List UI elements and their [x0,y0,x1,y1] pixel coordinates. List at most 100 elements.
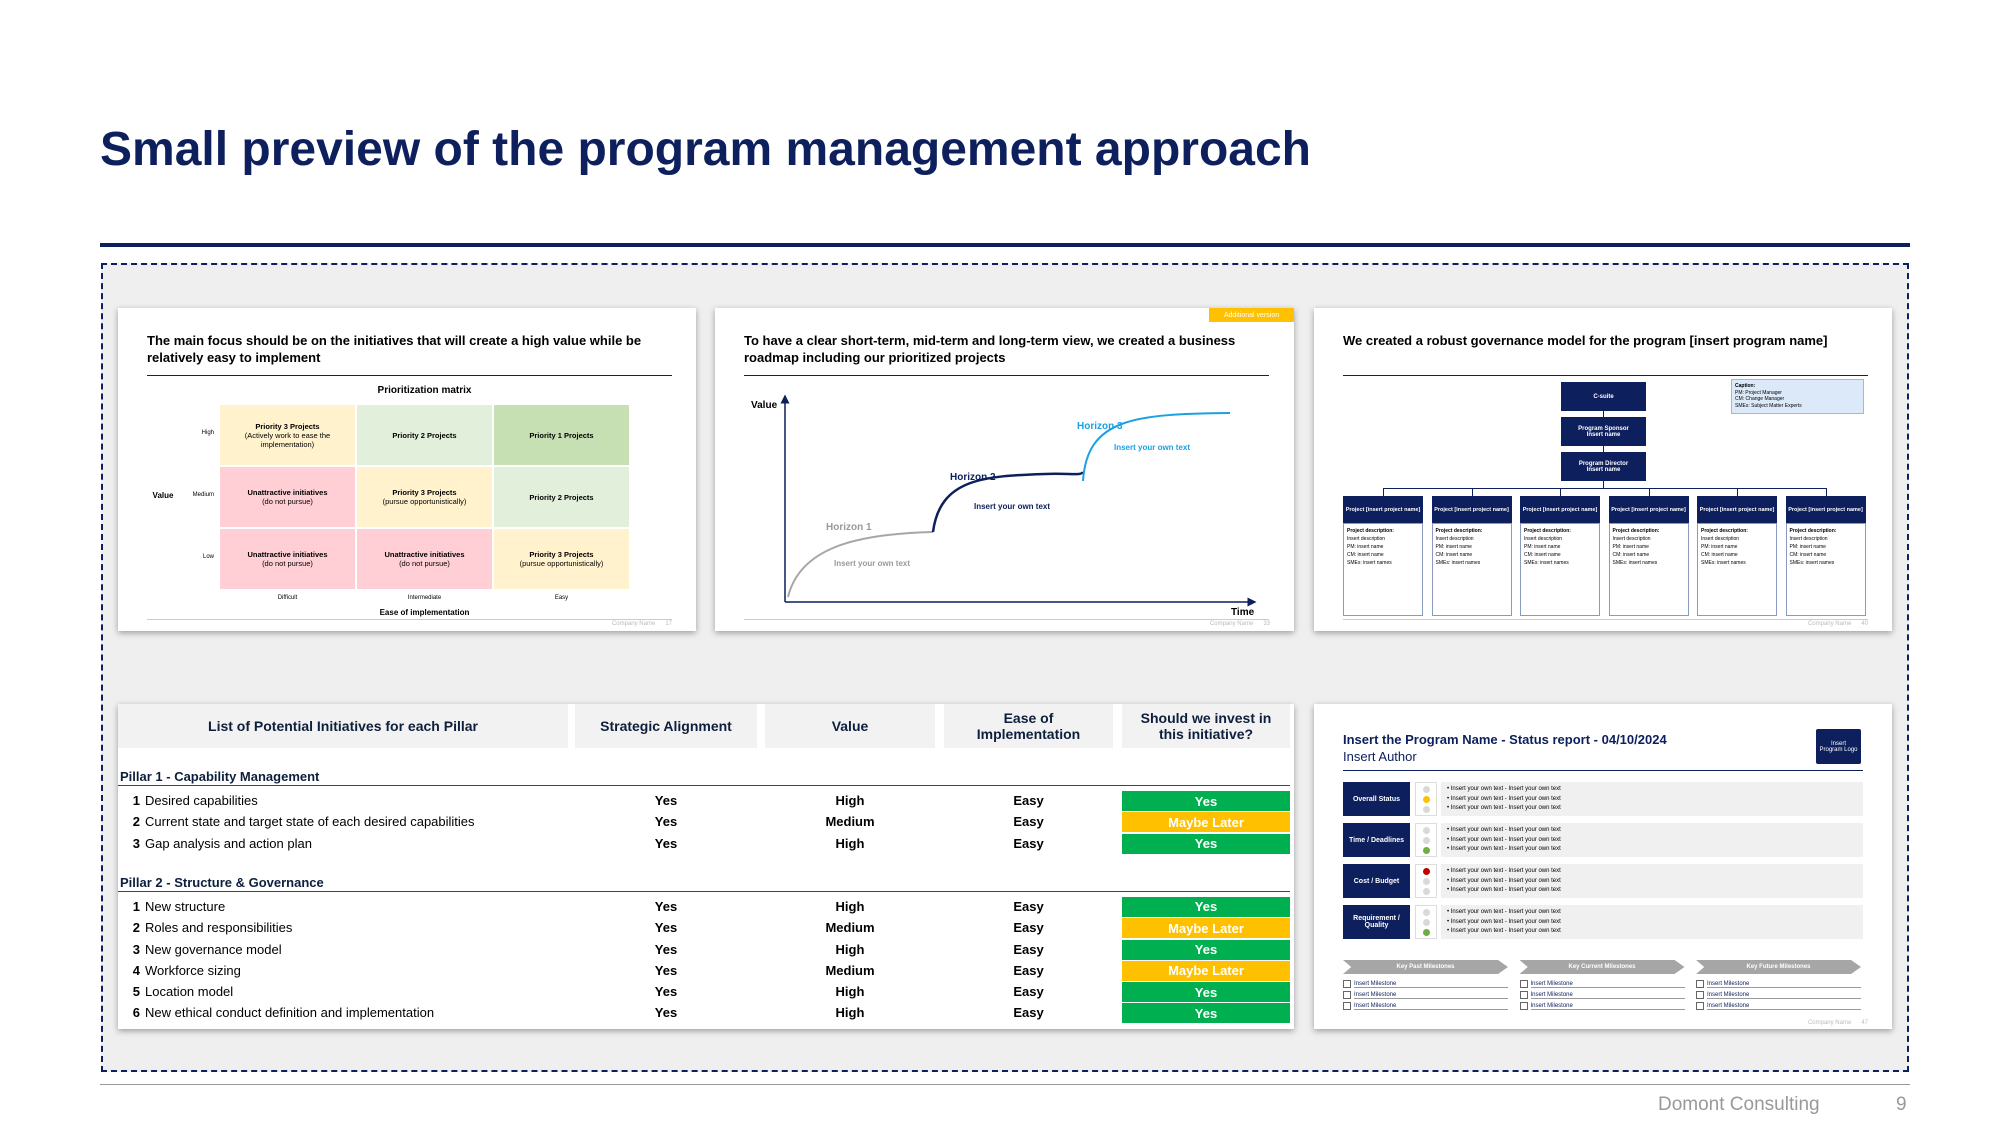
matrix-cell: Unattractive initiatives (do not pursue) [219,466,356,528]
slide-footer: Company Name 40 [1798,621,1868,627]
connector [1825,488,1827,496]
status-text: • Insert your own text - Insert your own… [1441,905,1863,939]
connector [1737,488,1738,496]
y-level: Medium [192,492,214,498]
axis-label: Value [152,491,174,500]
company: Company Name [611,621,656,627]
row-number: 6 [132,1005,140,1021]
row-number: 2 [132,814,140,830]
slide-heading: The main focus should be on the initiati… [147,333,642,365]
status-dot [1423,786,1430,793]
org-box: C-suite [1561,382,1646,411]
cell: Yes [654,814,678,830]
project-line: CM: insert name [1347,552,1384,558]
horizon-name: Horizon 2 [950,472,996,483]
dots-box [1415,864,1437,898]
group-rule [118,785,1290,786]
project-line: SMEs: insert names [1789,560,1835,566]
cell-title: Priority 2 Projects [392,430,457,440]
slide-footer: Company Name 17 [602,621,672,627]
matrix-cell: Priority 3 Projects (pursue opportunistic… [356,466,493,528]
milestone-header: Key Past Milestones [1343,960,1508,974]
checkbox [1343,991,1351,999]
caption-line: SMEs: Subject Matter Experts [1735,402,1802,409]
rule [1343,619,1868,620]
cell: Easy [1013,898,1044,914]
project-header: Project [insert project name] [1608,496,1689,523]
bullet: • Insert your own text - Insert your own… [1447,877,1561,884]
invest-cell: Yes [1122,939,1290,960]
checkbox [1696,980,1704,988]
x-level: Intermediate [407,595,442,601]
bullet: • Insert your own text - Insert your own… [1447,846,1561,852]
milestone-item: Insert Milestone [1354,992,1508,999]
project-line: Insert description [1347,536,1386,542]
status-label: Requirement / Quality [1343,905,1410,939]
initiative: Current state and target state of each d… [145,814,475,830]
status-label: Cost / Budget [1343,864,1410,898]
checkbox [1519,991,1528,999]
row-number: 4 [132,962,140,978]
box-sub: Insert name [1586,466,1621,473]
project-line: SMEs: insert names [1612,560,1658,566]
org-box: Program Sponsor Insert name [1561,417,1646,446]
slide-roadmap: Additional version To have a clear short… [715,308,1294,631]
bullet: • Insert your own text - Insert your own… [1447,928,1561,934]
invest-cell: Maybe Later [1122,918,1290,939]
cell: Yes [654,835,678,851]
invest-cell: Yes [1122,982,1290,1003]
connector [1383,488,1384,496]
row-number: 1 [132,898,140,914]
company: Company Name [1807,621,1852,627]
cell-title: Priority 3 Projects [392,488,457,497]
checkbox [1343,1002,1351,1010]
status-label: Overall Status [1343,782,1410,816]
project-header: Project [insert project name] [1343,496,1423,523]
page-number: 33 [1263,621,1270,627]
milestone-item: Insert Milestone [1530,1003,1685,1010]
axis-label: Value [751,400,778,411]
checkbox [1519,980,1528,988]
project-header: Project [insert project name] [1431,496,1512,523]
cell: Yes [654,793,678,808]
initiative: Desired capabilities [145,793,258,808]
project-line: Project description: [1524,528,1571,534]
cell: High [835,793,865,808]
cell: Yes [654,920,678,936]
project-line: PM: insert name [1435,544,1472,550]
row-number: 3 [132,835,140,851]
cell: High [835,898,865,914]
matrix-cell: Priority 2 Projects [493,466,630,528]
cell-title: Unattractive initiatives [247,488,328,497]
project-line: Insert description [1612,536,1651,542]
row-number: 1 [132,793,140,808]
status-label: Time / Deadlines [1343,823,1410,857]
cell: Easy [1013,1005,1044,1021]
connector [1471,488,1473,496]
tag: Additional version [1209,308,1294,322]
y-level: High [201,430,214,436]
project-line: Project description: [1612,528,1660,534]
group-title: Pillar 1 - Capability Management [120,769,320,784]
horizon-text: Insert your own text [1114,443,1191,452]
project-line: SMEs: insert names [1524,560,1569,566]
matrix-cell: Unattractive initiatives (do not pursue) [356,528,493,590]
cell: Yes [654,898,678,914]
table-header: Should we invest in this initiative? [1122,704,1290,748]
cell: Yes [654,1005,678,1021]
invest-cell: Maybe Later [1122,960,1290,981]
caption-title: Caption: [1735,383,1756,389]
cell: Yes [654,962,678,978]
status-dot [1423,929,1430,936]
checkbox [1696,1002,1704,1010]
project-line: PM: insert name [1524,544,1561,550]
cell-title: Unattractive initiatives [384,550,465,559]
project-line: Insert description [1789,536,1828,542]
cell: Easy [1013,814,1044,830]
cell: High [835,1005,865,1021]
status-dot [1423,827,1430,834]
slide-footer: Company Name 47 [1798,1020,1868,1026]
row-number: 3 [132,941,140,957]
footer-page: 9 [1896,1094,1907,1115]
cell: High [835,941,865,957]
